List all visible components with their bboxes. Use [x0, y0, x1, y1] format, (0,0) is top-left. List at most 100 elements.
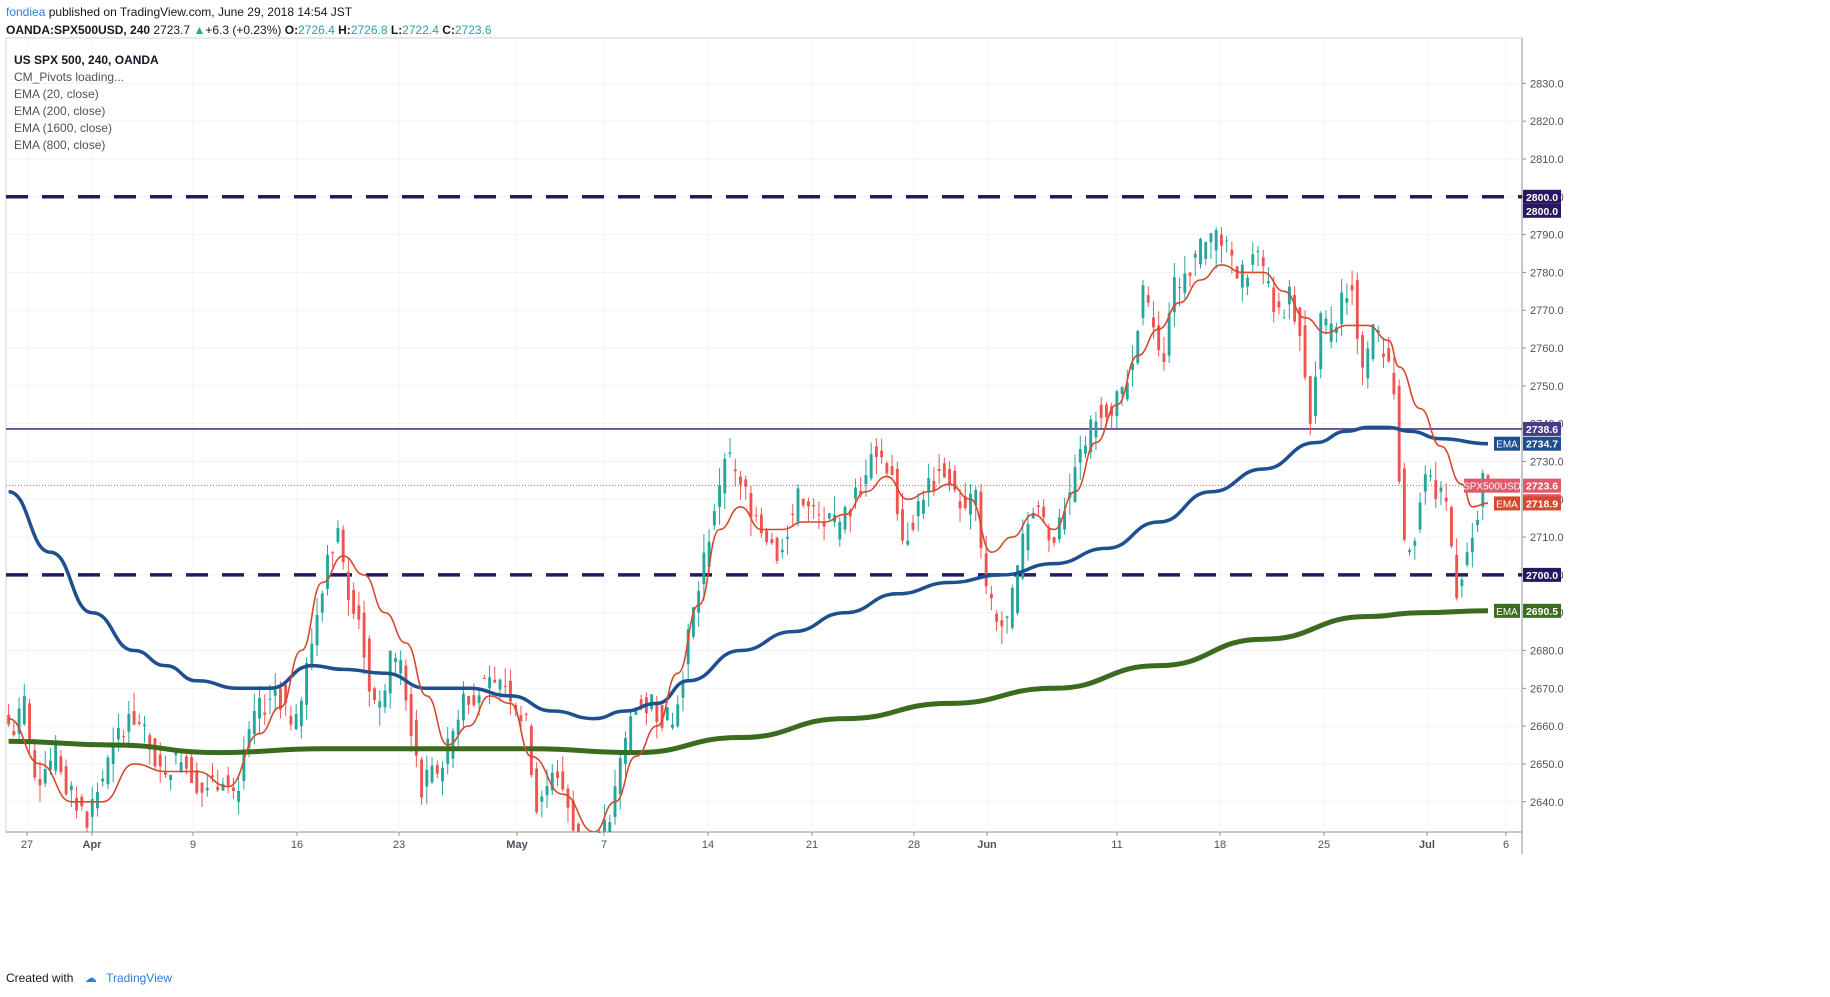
legend-ema-200[interactable]: EMA (200, close): [14, 104, 106, 118]
candle-body: [686, 629, 690, 665]
legend-cm-pivots[interactable]: CM_Pivots loading...: [14, 70, 125, 84]
y-tick-label: 2750.0: [1530, 381, 1564, 393]
candle-body: [1115, 391, 1119, 417]
price-badge-tag: [1464, 478, 1520, 493]
candle-body: [707, 541, 711, 567]
candle-body: [1136, 330, 1140, 364]
candle-body: [597, 832, 601, 833]
candle-body: [1016, 565, 1019, 614]
candle-body: [1319, 313, 1323, 370]
candle-body: [346, 572, 350, 600]
candle-body: [791, 513, 795, 516]
candle-body: [409, 694, 413, 737]
y-tick-label: 2790.0: [1530, 230, 1564, 242]
candle-body: [1219, 234, 1223, 246]
candle-body: [394, 658, 397, 662]
legend-ema-1600[interactable]: EMA (1600, close): [14, 121, 113, 135]
candle-body: [691, 607, 695, 637]
candle-body: [153, 738, 157, 767]
candle-body: [895, 469, 899, 515]
candle-body: [1183, 273, 1187, 293]
candle-body: [822, 521, 826, 527]
candle-body: [1162, 353, 1166, 362]
candle-body: [958, 501, 962, 509]
candle-body: [1152, 317, 1155, 328]
candle-body: [827, 513, 831, 519]
candle-body: [488, 677, 491, 689]
candle-body: [28, 703, 31, 742]
candle-body: [43, 769, 47, 784]
candle-body: [294, 713, 298, 730]
candle-body: [618, 758, 622, 795]
candle-body: [1209, 233, 1213, 243]
y-tick-label: 2810.0: [1530, 154, 1564, 166]
candle-body: [765, 530, 769, 543]
candle-body: [190, 757, 194, 784]
x-tick-label: 7: [601, 839, 607, 851]
created-with-text: Created with: [6, 971, 74, 985]
candle-body: [383, 690, 387, 708]
candle-body: [1240, 264, 1244, 288]
candle-body: [96, 792, 99, 809]
candle-body: [456, 719, 460, 735]
candle-body: [1267, 281, 1270, 284]
x-tick-label: 23: [393, 839, 405, 851]
close-value: 2723.6: [454, 23, 492, 37]
candle-body: [477, 695, 481, 704]
ema800-badge: [1523, 603, 1561, 618]
candle-body: [650, 694, 654, 710]
candle-body: [169, 775, 173, 780]
candle-body: [712, 511, 716, 526]
last-price: 2723.7: [153, 23, 191, 37]
candle-body: [341, 529, 345, 563]
candle-body: [315, 614, 319, 646]
candle-body: [1235, 266, 1239, 279]
candle-body: [545, 786, 549, 796]
candle-body: [1465, 552, 1469, 565]
candle-body: [242, 749, 246, 781]
candle-body: [1376, 330, 1380, 333]
y-tick-label: 2710.0: [1530, 532, 1564, 544]
candle-body: [603, 819, 606, 832]
candle-body: [848, 510, 852, 517]
candle-body: [519, 715, 523, 722]
tradingview-logo-icon[interactable]: ☁: [84, 971, 97, 985]
ema20-badge-tag-label: EMA: [1496, 499, 1518, 510]
y-tick-label: 2830.0: [1530, 78, 1564, 90]
candle-body: [671, 724, 674, 728]
ema800-badge-tag: [1494, 603, 1520, 618]
candle-body: [984, 553, 988, 587]
candle-body: [1141, 285, 1145, 318]
candle-body: [357, 605, 361, 620]
candle-body: [535, 768, 539, 813]
candle-body: [838, 521, 842, 540]
candle-body: [733, 469, 737, 472]
publish-header: fondiea published on TradingView.com, Ju…: [6, 4, 352, 20]
legend-ema-800[interactable]: EMA (800, close): [14, 138, 106, 152]
candle-body: [299, 700, 303, 727]
legend-series-title[interactable]: US SPX 500, 240, OANDA: [14, 53, 159, 67]
candle-body: [744, 479, 748, 487]
level-2800-extra: [1523, 203, 1561, 218]
y-tick-label: 2760.0: [1530, 343, 1564, 355]
candle-body: [59, 756, 63, 773]
tradingview-brand-link[interactable]: TradingView: [106, 971, 173, 985]
candle-body: [1287, 286, 1291, 305]
candle-body: [64, 766, 68, 795]
candle-body: [75, 797, 79, 811]
candle-body: [566, 788, 570, 808]
legend-ema-20[interactable]: EMA (20, close): [14, 87, 99, 101]
candle-body: [1125, 382, 1129, 400]
candle-body: [90, 798, 94, 817]
candle-body: [1172, 277, 1176, 313]
candle-body: [995, 613, 999, 622]
candle-body: [1277, 301, 1281, 308]
candle-body: [770, 539, 774, 544]
candle-body: [503, 686, 507, 688]
candle-body: [1199, 238, 1202, 265]
author-link[interactable]: fondiea: [6, 5, 46, 19]
candle-body: [101, 778, 105, 782]
candle-body: [1439, 487, 1443, 492]
y-tick-label: 2670.0: [1530, 683, 1564, 695]
